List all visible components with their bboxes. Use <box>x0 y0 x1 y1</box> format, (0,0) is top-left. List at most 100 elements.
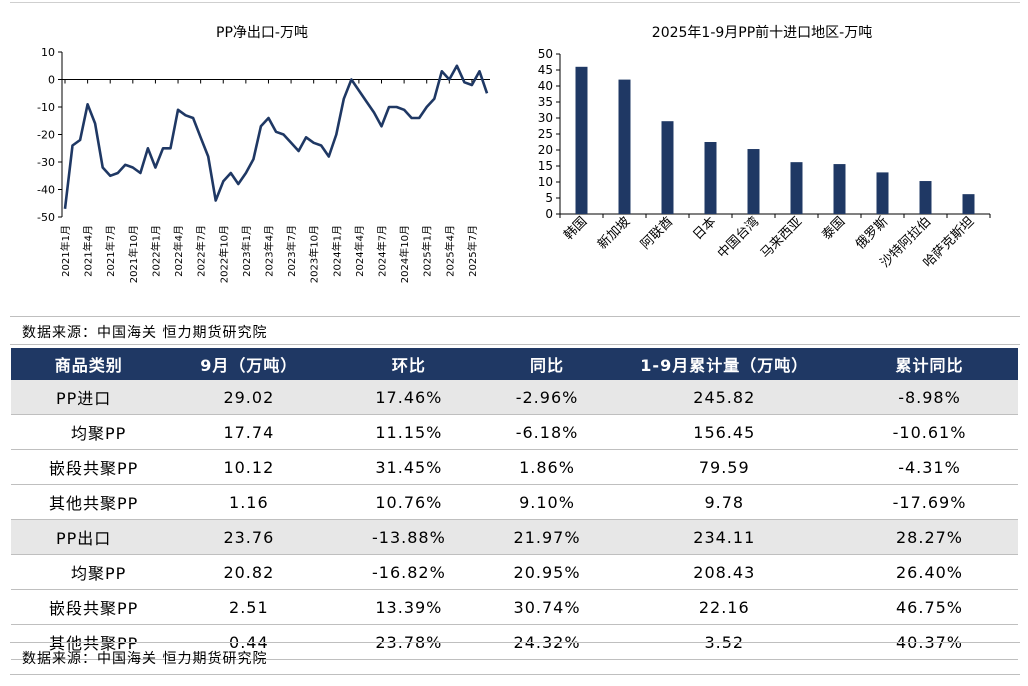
cell-category: PP进口 <box>11 380 167 415</box>
cell-category: 均聚PP <box>11 414 167 450</box>
x-tick-label: 2023年4月 <box>262 225 275 277</box>
cell-value: 79.59 <box>607 449 842 485</box>
header-month: 9月（万吨） <box>166 348 332 380</box>
cell-value: 30.74% <box>486 589 608 625</box>
x-tick-label: 2022年1月 <box>149 225 162 277</box>
divider <box>10 344 1020 345</box>
y-tick-label: 0 <box>545 207 553 221</box>
y-tick-label: 45 <box>538 63 553 77</box>
data-source-note: 数据来源：中国海关 恒力期货研究院 <box>22 325 268 341</box>
x-tick-label: 2024年4月 <box>353 225 366 277</box>
cell-value: 20.95% <box>486 554 608 590</box>
bar <box>618 79 631 214</box>
y-tick-label: -20 <box>37 129 55 142</box>
y-tick-label: 5 <box>545 191 553 205</box>
header-cumulative-yoy: 累计同比 <box>841 348 1018 380</box>
cell-value: 20.82 <box>166 554 332 590</box>
y-tick-label: 35 <box>538 95 553 109</box>
bar <box>575 66 588 214</box>
x-category-label: 日本 <box>690 214 719 243</box>
chart-title: PP净出口-万吨 <box>216 25 308 41</box>
cell-value: 1.16 <box>166 484 332 520</box>
bar <box>876 172 889 214</box>
cell-value: 208.43 <box>607 554 842 590</box>
cell-value: -4.31% <box>841 449 1018 485</box>
cell-value: 13.39% <box>331 589 487 625</box>
y-tick-label: 50 <box>538 47 553 61</box>
table-row: 均聚PP 20.82 -16.82% 20.95% 208.43 26.40% <box>11 554 1018 590</box>
cell-value: 46.75% <box>841 589 1018 625</box>
divider <box>10 316 1020 317</box>
table-header-row: 商品类别 9月（万吨） 环比 同比 1-9月累计量（万吨） 累计同比 <box>11 348 1018 380</box>
x-tick-label: 2023年1月 <box>240 225 253 277</box>
x-tick-label: 2022年10月 <box>217 225 230 283</box>
cell-value: 9.78 <box>607 484 842 520</box>
y-tick-label: 40 <box>538 79 553 93</box>
import-region-bar-chart: 2025年1-9月PP前十进口地区-万吨 0 5 10 15 20 25 30 35 40 45 5… <box>538 24 991 271</box>
x-category-label: 泰国 <box>819 214 848 243</box>
y-tick-label: -10 <box>37 101 55 114</box>
header-yoy: 同比 <box>486 348 608 380</box>
pp-trade-table: 商品类别 9月（万吨） 环比 同比 1-9月累计量（万吨） 累计同比 PP进口 … <box>11 348 1018 660</box>
x-category-label: 韩国 <box>561 214 590 243</box>
cell-value: -2.96% <box>486 380 608 415</box>
x-tick-label: 2022年7月 <box>195 225 208 277</box>
cell-value: 11.15% <box>331 414 487 450</box>
y-tick-label: 10 <box>41 46 55 59</box>
cell-value: -6.18% <box>486 414 608 450</box>
y-tick-label: -40 <box>37 184 55 197</box>
cell-value: 17.46% <box>331 380 487 415</box>
bar <box>833 164 846 214</box>
cell-category: PP出口 <box>11 519 167 555</box>
divider <box>10 642 1020 643</box>
table-row: 其他共聚PP 1.16 10.76% 9.10% 9.78 -17.69% <box>11 484 1018 520</box>
x-tick-label: 2025年1月 <box>421 225 434 277</box>
divider <box>10 674 1020 675</box>
y-tick-label: -50 <box>37 211 55 224</box>
bar <box>661 121 674 214</box>
table-row: PP进口 29.02 17.46% -2.96% 245.82 -8.98% <box>11 380 1018 415</box>
x-tick-label: 2024年7月 <box>376 225 389 277</box>
bar <box>747 149 760 214</box>
cell-value: 2.51 <box>166 589 332 625</box>
cell-value: 29.02 <box>166 380 332 415</box>
x-category-label: 阿联酋 <box>637 214 676 253</box>
cell-value: 21.97% <box>486 519 608 555</box>
x-tick-label: 2021年10月 <box>127 225 140 283</box>
data-source-note: 数据来源：中国海关 恒力期货研究院 <box>22 651 268 667</box>
top-divider <box>10 2 1020 3</box>
x-category-label: 中国台湾 <box>714 214 762 262</box>
x-tick-label: 2021年1月 <box>59 225 72 277</box>
cell-value: 23.76 <box>166 519 332 555</box>
x-tick-label: 2024年1月 <box>330 225 343 277</box>
x-tick-label: 2025年7月 <box>466 225 479 277</box>
bar <box>962 194 975 214</box>
x-category-label: 马来西亚 <box>758 214 805 261</box>
cell-value: -8.98% <box>841 380 1018 415</box>
bar <box>704 142 717 214</box>
y-tick-label: 30 <box>538 111 553 125</box>
table-row: 均聚PP 17.74 11.15% -6.18% 156.45 -10.61% <box>11 414 1018 450</box>
table-row: 嵌段共聚PP 2.51 13.39% 30.74% 22.16 46.75% <box>11 589 1018 625</box>
cell-value: 22.16 <box>607 589 842 625</box>
bar <box>790 162 803 214</box>
cell-value: -13.88% <box>331 519 487 555</box>
x-category-label: 新加坡 <box>594 214 633 253</box>
cell-category: 嵌段共聚PP <box>11 449 167 485</box>
cell-value: 9.10% <box>486 484 608 520</box>
cell-category: 均聚PP <box>11 554 167 590</box>
x-tick-label: 2022年4月 <box>172 225 185 277</box>
table-row: 嵌段共聚PP 10.12 31.45% 1.86% 79.59 -4.31% <box>11 449 1018 485</box>
cell-value: 245.82 <box>607 380 842 415</box>
x-tick-label: 2025年4月 <box>443 225 456 277</box>
header-mom: 环比 <box>331 348 487 380</box>
net-export-line-chart: PP净出口-万吨 10 0 -10 -20 -30 -40 -50 2021年1月 2021年4… <box>37 25 490 283</box>
y-tick-label: 20 <box>538 143 553 157</box>
header-category: 商品类别 <box>11 348 167 380</box>
cell-value: 234.11 <box>607 519 842 555</box>
cell-value: 26.40% <box>841 554 1018 590</box>
y-tick-label: 0 <box>48 74 55 87</box>
x-category-label: 俄罗斯 <box>853 214 891 252</box>
cell-value: 10.76% <box>331 484 487 520</box>
cell-category: 嵌段共聚PP <box>11 589 167 625</box>
